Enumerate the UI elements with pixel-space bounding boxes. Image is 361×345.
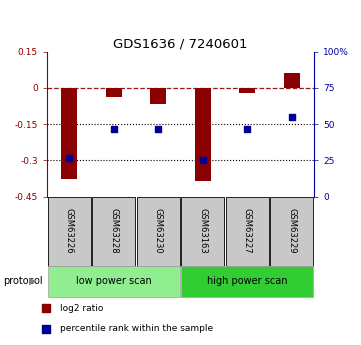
Title: GDS1636 / 7240601: GDS1636 / 7240601 — [113, 38, 248, 51]
Point — [244, 126, 250, 131]
Text: GSM63163: GSM63163 — [198, 208, 207, 254]
Bar — [270, 197, 313, 266]
Point — [155, 126, 161, 131]
Bar — [181, 197, 224, 266]
Text: GSM63226: GSM63226 — [65, 208, 74, 254]
Text: protocol: protocol — [4, 276, 43, 286]
Text: low power scan: low power scan — [76, 276, 152, 286]
Bar — [226, 197, 269, 266]
Text: GSM63229: GSM63229 — [287, 208, 296, 254]
Bar — [92, 197, 135, 266]
Text: GSM63230: GSM63230 — [154, 208, 163, 254]
Bar — [48, 197, 91, 266]
Point — [200, 158, 206, 163]
Text: percentile rank within the sample: percentile rank within the sample — [60, 325, 213, 334]
Bar — [106, 88, 122, 97]
Bar — [181, 266, 313, 297]
Text: ▶: ▶ — [29, 276, 36, 286]
Text: log2 ratio: log2 ratio — [60, 304, 104, 313]
Bar — [137, 197, 180, 266]
Bar — [151, 88, 166, 104]
Bar — [61, 88, 77, 179]
Point — [111, 126, 117, 131]
Bar — [195, 88, 210, 181]
Text: GSM63227: GSM63227 — [243, 208, 252, 254]
Bar — [239, 88, 255, 93]
Point — [66, 155, 72, 160]
Point — [43, 306, 49, 311]
Text: GSM63228: GSM63228 — [109, 208, 118, 254]
Point — [289, 114, 295, 120]
Bar — [284, 73, 300, 88]
Point — [43, 326, 49, 332]
Bar — [48, 266, 180, 297]
Text: high power scan: high power scan — [207, 276, 287, 286]
